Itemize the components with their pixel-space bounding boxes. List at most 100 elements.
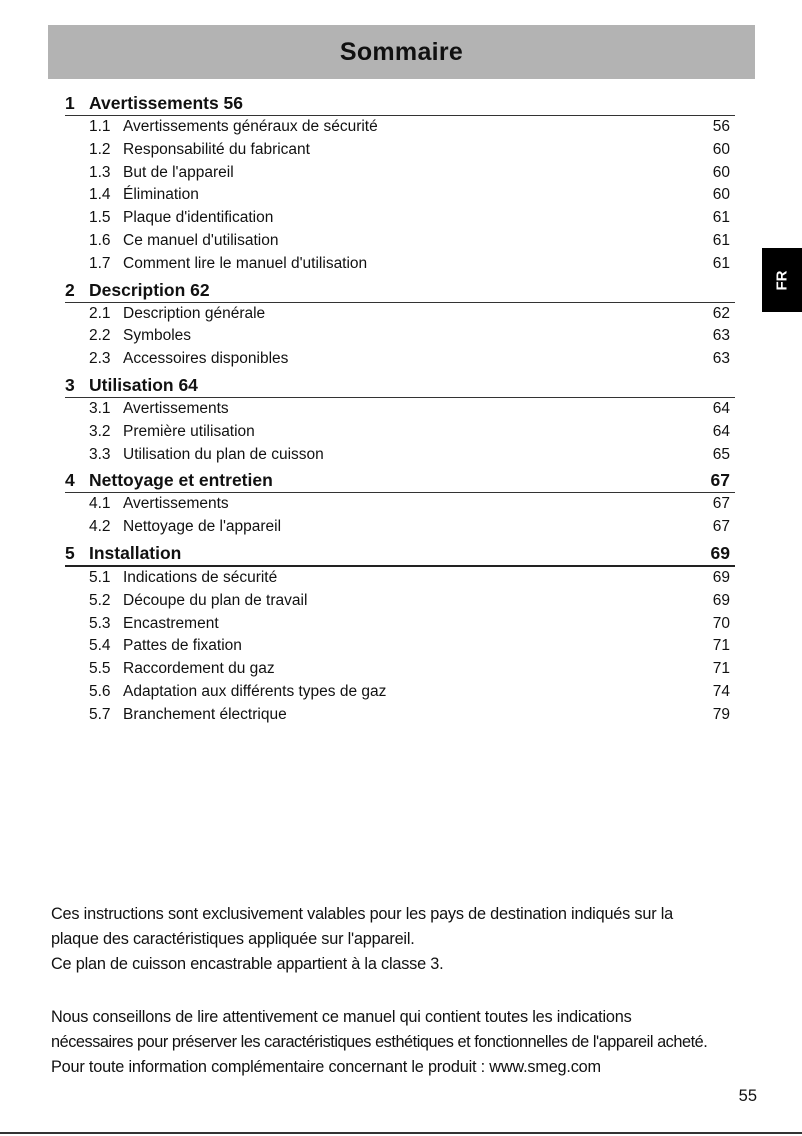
chapter-number: 1	[65, 93, 75, 113]
toc-item[interactable]: 2.3 Accessoires disponibles 63	[65, 348, 735, 371]
toc-chapter[interactable]: 3 Utilisation 64	[65, 373, 735, 398]
item-page: 69	[712, 568, 730, 586]
item-page: 79	[712, 705, 730, 723]
item-page: 71	[712, 660, 730, 678]
item-page: 71	[712, 637, 730, 655]
item-page: 61	[712, 254, 730, 272]
item-title: Branchement électrique	[123, 705, 287, 723]
item-number: 3.2	[89, 422, 111, 440]
page-title: Sommaire	[339, 37, 464, 66]
item-page: 70	[712, 614, 730, 632]
item-number: 5.4	[89, 637, 111, 655]
toc-item[interactable]: 2.2 Symboles 63	[65, 325, 735, 348]
item-page: 60	[712, 163, 730, 181]
item-title: Description générale	[123, 304, 266, 322]
item-title: Avertissements généraux de sécurité	[123, 118, 378, 135]
item-title: Responsabilité du fabricant	[123, 140, 310, 158]
toc-chapter[interactable]: 4 Nettoyage et entretien 67	[65, 468, 735, 494]
item-page: 61	[712, 231, 730, 249]
toc-item[interactable]: 5.5 Raccordement du gaz 71	[65, 658, 735, 681]
item-page: 63	[712, 327, 730, 345]
item-number: 1.6	[89, 231, 111, 249]
page-number: 55	[738, 1087, 757, 1105]
item-title: Première utilisation	[123, 422, 255, 440]
toc-chapter[interactable]: 2 Description 62	[65, 278, 735, 303]
item-number: 1.4	[89, 186, 111, 204]
intro-line: Nous conseillons de lire attentivement c…	[51, 1008, 632, 1026]
toc-item[interactable]: 5.2 Découpe du plan de travail 69	[65, 590, 735, 613]
intro-line: plaque des caractéristiques appliquée su…	[51, 930, 415, 948]
page-title-banner: Sommaire	[48, 25, 755, 79]
item-number: 2.3	[89, 350, 111, 368]
item-number: 3.1	[89, 399, 111, 417]
item-title: Comment lire le manuel d'utilisation	[123, 254, 368, 272]
item-title: Ce manuel d'utilisation	[123, 231, 279, 249]
item-title: Adaptation aux différents types de gaz	[123, 682, 387, 700]
item-number: 2.1	[89, 304, 111, 322]
item-title: Avertissements	[123, 495, 229, 513]
chapter-title: Avertissements 56	[89, 93, 244, 113]
toc-item[interactable]: 5.6 Adaptation aux différents types de ga…	[65, 681, 735, 704]
item-number: 1.7	[89, 254, 111, 272]
toc-item[interactable]: 5.3 Encastrement 70	[65, 613, 735, 636]
toc-item[interactable]: 1.5 Plaque d'identification 61	[65, 207, 735, 230]
chapter-page	[690, 278, 735, 302]
footer-rule	[0, 1132, 802, 1134]
chapter-number: 5	[65, 542, 75, 563]
item-page: 69	[712, 591, 730, 609]
item-number: 1.2	[89, 140, 111, 158]
item-page: 64	[712, 399, 730, 417]
item-title: Découpe du plan de travail	[123, 591, 308, 609]
item-number: 4.2	[89, 518, 111, 536]
chapter-title: Description 62	[89, 279, 210, 300]
toc-item[interactable]: 1.7 Comment lire le manuel d'utilisation 6…	[65, 253, 735, 276]
toc-chapter[interactable]: 5 Installation 69	[65, 541, 735, 567]
item-title: Élimination	[123, 186, 199, 204]
item-page: 60	[712, 186, 730, 204]
toc-item[interactable]: 1.2 Responsabilité du fabricant 60	[65, 139, 735, 162]
toc-item[interactable]: 3.2 Première utilisation 64	[65, 421, 735, 444]
item-number: 1.5	[89, 209, 111, 227]
item-title: Avertissements	[123, 399, 229, 417]
item-number: 4.1	[89, 495, 111, 513]
toc-item[interactable]: 4.1 Avertissements 67	[65, 493, 735, 516]
intro-line: Pour toute information complémentaire co…	[51, 1058, 601, 1076]
toc-item[interactable]: 3.1 Avertissements 64	[65, 398, 735, 421]
item-title: Indications de sécurité	[123, 568, 278, 586]
item-number: 5.6	[89, 682, 111, 700]
toc-item[interactable]: 2.1 Description générale 62	[65, 303, 735, 326]
item-title: But de l'appareil	[123, 163, 234, 181]
item-page: 61	[712, 209, 730, 227]
toc-item[interactable]: 5.7 Branchement électrique 79	[65, 704, 735, 727]
toc-item[interactable]: 1.4 Élimination 60	[65, 184, 735, 207]
item-title: Plaque d'identification	[123, 209, 274, 227]
item-title: Encastrement	[123, 614, 219, 632]
item-page: 67	[712, 495, 730, 513]
intro-line: nécessaires pour préserver les caractéri…	[51, 1033, 708, 1051]
intro-text: Ces instructions sont exclusivement vala…	[51, 902, 771, 1080]
item-title: Accessoires disponibles	[123, 350, 289, 368]
item-page: 67	[712, 518, 730, 536]
toc-item[interactable]: 5.4 Pattes de fixation 71	[65, 635, 735, 658]
item-page: 60	[712, 140, 730, 158]
toc-item[interactable]: 3.3 Utilisation du plan de cuisson 65	[65, 444, 735, 467]
item-title: Nettoyage de l'appareil	[123, 518, 282, 536]
item-number: 2.2	[89, 327, 111, 345]
toc-chapter[interactable]: 1 Avertissements 56	[65, 91, 735, 116]
item-page: 74	[712, 682, 730, 700]
chapter-page	[690, 373, 735, 397]
toc-item[interactable]: 1.6 Ce manuel d'utilisation 61	[65, 230, 735, 253]
item-title: Pattes de fixation	[123, 637, 242, 655]
item-page: 62	[712, 304, 730, 322]
toc-item[interactable]: 1.1 Avertissements généraux de sécurité 56	[65, 116, 735, 139]
toc-item[interactable]: 4.2 Nettoyage de l'appareil 67	[65, 516, 735, 539]
item-number: 5.3	[89, 614, 111, 632]
intro-line: Ces instructions sont exclusivement vala…	[51, 905, 674, 923]
item-number: 5.1	[89, 568, 111, 586]
item-number: 5.2	[89, 591, 111, 609]
toc-item[interactable]: 5.1 Indications de sécurité 69	[65, 567, 735, 590]
toc-item[interactable]: 1.3 But de l'appareil 60	[65, 162, 735, 185]
item-number: 5.7	[89, 705, 111, 723]
item-title: Raccordement du gaz	[123, 660, 275, 678]
language-tab: FR	[762, 248, 802, 312]
